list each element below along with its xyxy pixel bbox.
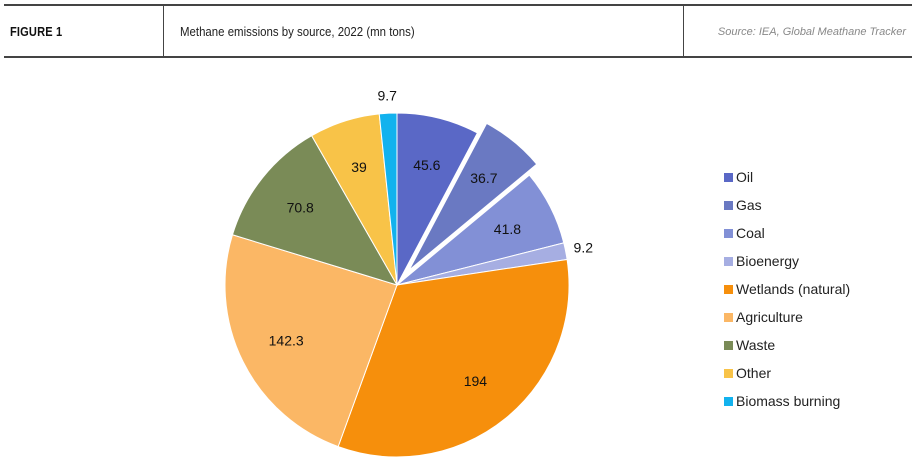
legend-item: Wetlands (natural) [724,275,850,303]
legend-swatch [724,340,733,350]
pie-slice-gas [404,120,541,276]
legend-label: Biomass burning [736,393,841,409]
legend: Oil Gas Coal Bioenergy Wetlands (natural) Agr… [724,163,850,415]
data-label: 41.8 [494,221,521,237]
legend-label: Oil [736,169,754,185]
chart-title: Methane emissions by source, 2022 (mn to… [180,24,415,39]
legend-item: Biomass burning [724,387,850,415]
legend-item: Coal [724,219,850,247]
legend-swatch [724,284,733,294]
legend-label: Other [736,365,772,381]
legend-label: Agriculture [736,309,803,325]
pie-slice-agriculture [224,234,398,448]
data-label: 36.7 [470,170,497,186]
legend-label: Bioenergy [736,253,800,269]
data-label: 39 [351,159,367,175]
legend-swatch [724,396,733,406]
legend-swatch [724,312,733,322]
pie-slice-biomass-burning [378,112,398,286]
legend-item: Gas [724,191,850,219]
legend-label: Wetlands (natural) [736,281,851,297]
legend-label: Waste [736,337,776,353]
legend-item: Agriculture [724,303,850,331]
data-label: 194 [464,373,488,389]
data-label: 142.3 [269,332,304,348]
legend-swatch [724,172,733,182]
data-label: 9.2 [574,240,594,256]
legend-item: Oil [724,163,850,191]
data-label: 9.7 [377,87,397,103]
pie-slice-wetlands-natural [337,258,570,458]
legend-item: Waste [724,331,850,359]
legend-swatch [724,256,733,266]
legend-swatch [724,200,733,210]
legend-label: Gas [736,197,762,213]
figure-header: FIGURE 1 Methane emissions by source, 20… [4,4,912,58]
legend-swatch [724,368,733,378]
pie-slice-waste [231,135,399,286]
source-note: Source: IEA, Global Meathane Tracker [717,26,906,38]
divider [163,6,164,56]
legend-swatch [724,228,733,238]
legend-label: Coal [736,225,765,241]
figure-label: FIGURE 1 [10,24,63,39]
legend-item: Other [724,359,850,387]
data-label: 70.8 [287,200,314,216]
legend-item: Bioenergy [724,247,850,275]
divider [683,6,684,56]
data-label: 45.6 [413,157,440,173]
